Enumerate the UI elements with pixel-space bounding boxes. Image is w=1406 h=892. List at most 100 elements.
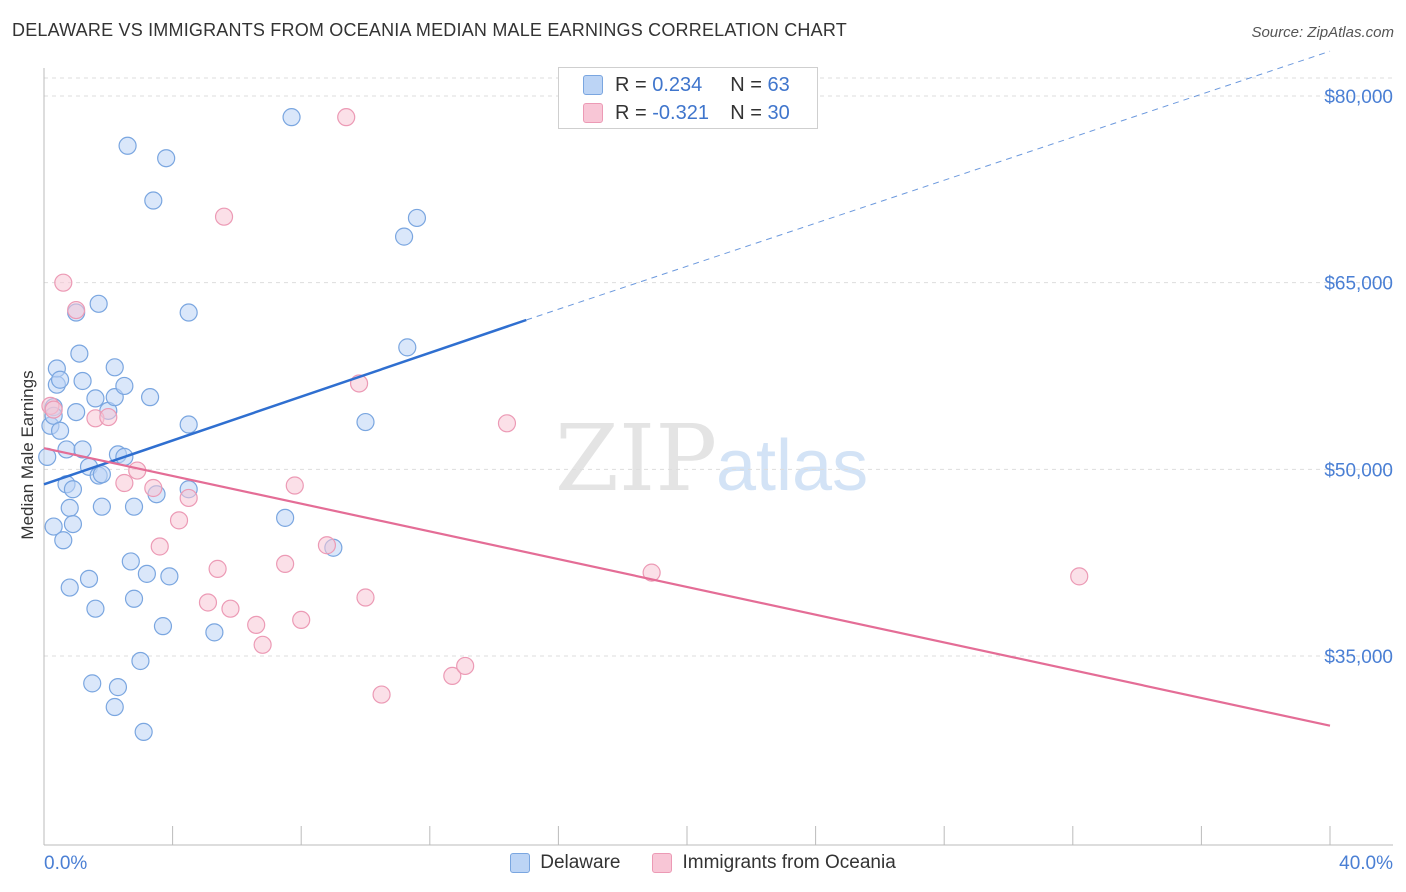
oceania-point [276, 554, 295, 574]
delaware-point [54, 531, 73, 550]
oceania-point [54, 273, 73, 292]
legend-r-label: R = [615, 73, 647, 96]
delaware-point [63, 514, 83, 534]
y-tick-label: $80,000 [1324, 87, 1393, 108]
delaware-point [73, 371, 92, 391]
legend-label-delaware: Delaware [540, 852, 621, 873]
oceania-point [372, 685, 391, 704]
legend-n-value: 30 [767, 101, 790, 124]
delaware-point [144, 191, 163, 210]
delaware-point [60, 578, 79, 597]
legend-r-label: R = [615, 101, 647, 124]
legend-item-delaware[interactable]: Delaware [510, 852, 620, 874]
oceania-point [247, 615, 266, 634]
series-legend: Delaware Immigrants from Oceania [0, 852, 1406, 874]
delaware-point [121, 552, 140, 571]
oceania-point [169, 511, 189, 530]
source-credit: Source: ZipAtlas.com [1251, 24, 1394, 41]
delaware-point [67, 402, 86, 422]
delaware-swatch [583, 75, 603, 95]
delaware-point [92, 497, 111, 516]
delaware-point [118, 136, 137, 155]
y-tick-label: $65,000 [1324, 274, 1393, 295]
oceania-point [285, 476, 304, 495]
delaware-point [137, 564, 156, 583]
y-tick-label: $50,000 [1324, 460, 1393, 481]
oceania-point [115, 473, 134, 493]
legend-row-oceania: R = -0.321 N = 30 [583, 100, 790, 126]
delaware-point [160, 567, 179, 586]
delaware-point [60, 498, 79, 518]
delaware-point [179, 415, 198, 434]
delaware-point [153, 617, 173, 636]
delaware-point [105, 697, 124, 717]
oceania-swatch [583, 103, 603, 123]
oceania-trend-line [43, 447, 1331, 727]
oceania-point [317, 536, 337, 555]
oceania-point [67, 300, 86, 320]
oceania-point [356, 588, 375, 607]
delaware-point [276, 508, 295, 527]
delaware-point [83, 674, 102, 693]
oceania-point [208, 559, 227, 578]
delaware-point [86, 599, 105, 618]
oceania-point [456, 656, 475, 676]
x-tick-label: 40.0% [1339, 853, 1393, 874]
legend-r-value: 0.234 [652, 73, 703, 96]
oceania-point [253, 635, 272, 654]
oceania-point [443, 666, 462, 686]
y-axis-label: Median Male Earnings [18, 370, 37, 539]
delaware-point [70, 344, 89, 363]
legend-r-value: -0.321 [652, 101, 709, 124]
oceania-point [221, 599, 240, 618]
delaware-point [394, 227, 414, 246]
oceania-point [214, 207, 234, 226]
delaware-point [179, 303, 198, 322]
delaware-point [407, 208, 427, 228]
delaware-point [108, 678, 128, 697]
legend-n-label: N = [730, 73, 762, 96]
oceania-point [44, 400, 63, 419]
oceania-point [179, 488, 198, 508]
legend-n-label: N = [730, 101, 762, 124]
legend-n-value: 63 [767, 73, 790, 96]
y-tick-label: $35,000 [1324, 647, 1393, 668]
delaware-point [50, 421, 70, 440]
delaware-point [282, 108, 301, 127]
delaware-point [356, 412, 375, 432]
delaware-point [134, 722, 153, 742]
delaware-point [44, 517, 63, 536]
delaware-point [73, 440, 92, 459]
delaware-point [157, 149, 176, 168]
oceania-point [337, 108, 356, 127]
x-tick-label: 0.0% [44, 853, 87, 874]
delaware-point [79, 569, 99, 588]
delaware-point [124, 589, 144, 608]
oceania-point [497, 414, 517, 433]
oceania-point [292, 610, 311, 630]
delaware-point [50, 370, 70, 389]
delaware-swatch [510, 853, 531, 873]
delaware-point [205, 623, 224, 642]
delaware-point [131, 651, 150, 671]
oceania-point [99, 407, 118, 427]
delaware-point [86, 389, 105, 408]
delaware-point [124, 497, 144, 516]
delaware-point [105, 358, 124, 377]
delaware-trend-extension [526, 50, 1331, 321]
chart-title: DELAWARE VS IMMIGRANTS FROM OCEANIA MEDI… [12, 20, 847, 40]
oceania-point [198, 593, 218, 612]
oceania-point [1070, 567, 1089, 586]
delaware-trend-line [43, 318, 527, 486]
legend-row-delaware: R = 0.234 N = 63 [583, 72, 790, 98]
delaware-point [63, 480, 83, 499]
oceania-swatch [652, 853, 673, 873]
watermark-zip: ZIP [555, 405, 717, 512]
watermark-atlas: atlas [716, 426, 868, 506]
oceania-point [144, 478, 163, 498]
legend-item-oceania[interactable]: Immigrants from Oceania [652, 852, 896, 874]
delaware-point [398, 338, 417, 357]
delaware-point [140, 388, 160, 407]
oceania-point [642, 563, 661, 582]
